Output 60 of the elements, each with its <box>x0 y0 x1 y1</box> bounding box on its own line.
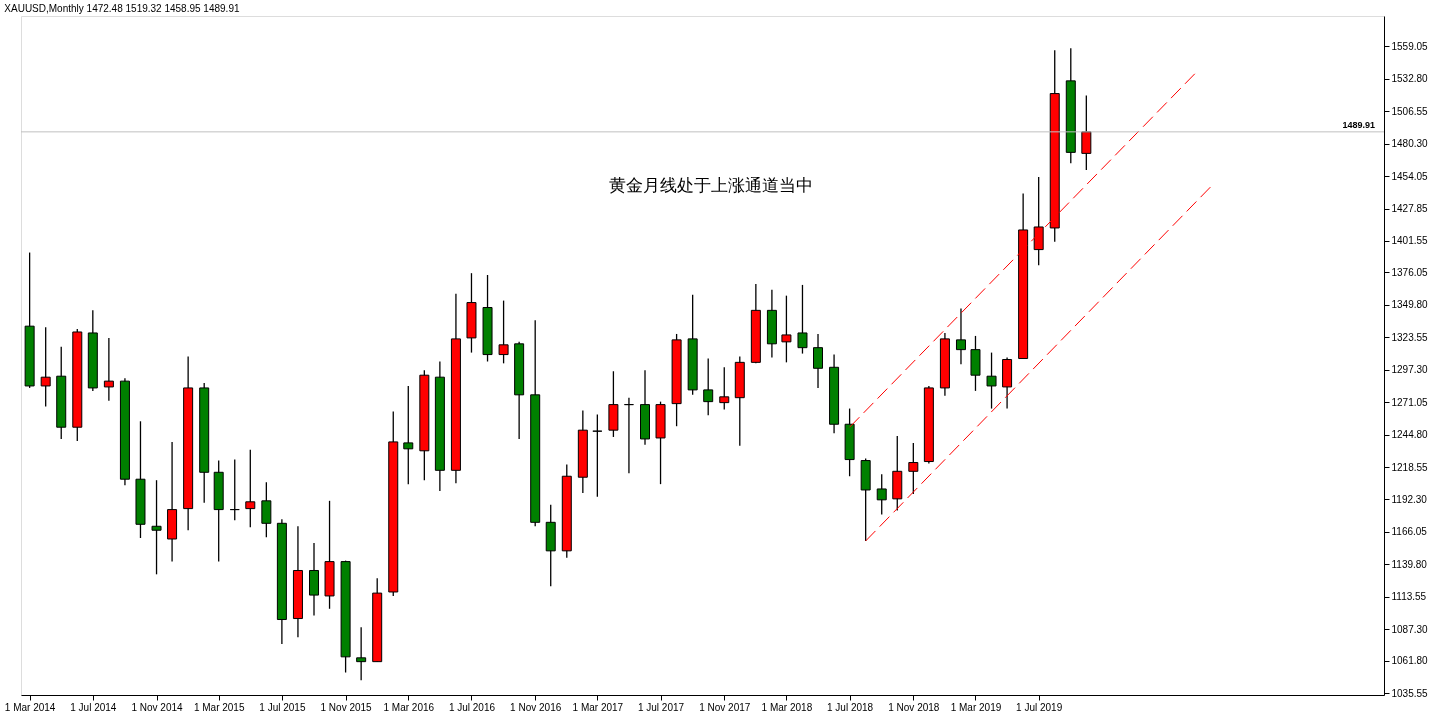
x-tick-label: 1 Mar 2016 <box>383 701 435 713</box>
x-tick-label: 1 Mar 2017 <box>572 701 624 713</box>
x-tick-label: 1 Mar 2015 <box>193 701 245 713</box>
y-tick-label: 1271.05 <box>1391 396 1429 408</box>
y-tick-label: 1376.05 <box>1391 266 1429 278</box>
candlestick <box>261 481 272 538</box>
x-tick-label: 1 Nov 2017 <box>699 701 751 713</box>
candlestick <box>245 449 256 528</box>
y-tick-label: 1035.55 <box>1391 687 1429 699</box>
candlestick <box>813 333 824 389</box>
x-tick-label: 1 Nov 2016 <box>510 701 562 713</box>
x-tick-label: 1 Jul 2019 <box>1016 701 1063 713</box>
candlestick <box>703 357 714 416</box>
x-tick-label: 1 Jul 2017 <box>637 701 685 713</box>
x-tick-label: 1 Mar 2019 <box>950 701 1002 713</box>
y-tick-label: 1218.55 <box>1391 461 1429 473</box>
y-tick-label: 1113.55 <box>1391 591 1427 603</box>
y-tick-label: 1087.30 <box>1391 623 1429 635</box>
x-tick-label: 1 Nov 2018 <box>888 701 940 713</box>
candlestick <box>719 366 730 411</box>
candlestick <box>781 295 792 364</box>
candlestick <box>403 385 414 485</box>
x-tick-label: 1 Nov 2015 <box>320 701 373 713</box>
x-tick-label: 1 Jul 2015 <box>259 701 306 713</box>
x-tick-label: 1 Jul 2014 <box>70 701 117 713</box>
candlestick <box>955 307 966 365</box>
y-tick-label: 1139.80 <box>1391 558 1428 570</box>
candlestick <box>797 284 808 355</box>
y-tick-label: 1532.80 <box>1391 73 1429 85</box>
y-tick-label: 1480.30 <box>1391 138 1429 150</box>
y-tick-label: 1297.30 <box>1391 364 1429 376</box>
annotation: 黄金月线处于上涨通道当中 <box>609 175 813 195</box>
candlestick <box>986 351 997 410</box>
candlestick <box>876 473 887 516</box>
y-tick-label: 1454.05 <box>1391 170 1429 182</box>
y-tick-label: 1506.55 <box>1391 105 1429 117</box>
chart-title: XAUUSD,Monthly 1472.48 1519.32 1458.95 1489.91 <box>4 3 240 14</box>
x-tick-label: 1 Jul 2016 <box>448 701 496 713</box>
x-tick-label: 1 Mar 2014 <box>4 701 56 713</box>
x-tick-label: 1 Jul 2018 <box>827 701 874 713</box>
y-tick-label: 1427.85 <box>1391 203 1429 215</box>
candlestick <box>356 626 367 681</box>
y-tick-label: 1244.80 <box>1391 429 1429 441</box>
y-tick-label: 1323.55 <box>1391 331 1429 343</box>
y-tick-label: 1559.05 <box>1391 40 1429 52</box>
candlestick <box>40 326 51 408</box>
candlestick <box>1033 176 1044 266</box>
candlestick <box>103 337 114 402</box>
x-tick-label: 1 Mar 2018 <box>761 701 813 713</box>
y-tick-label: 1401.55 <box>1391 235 1429 247</box>
y-tick-label: 1349.80 <box>1391 299 1429 311</box>
y-tick-label: 1166.05 <box>1391 526 1428 538</box>
candlestick <box>498 299 509 364</box>
x-tick-label: 1 Nov 2014 <box>131 701 184 713</box>
candlestick <box>908 442 919 495</box>
candlestick <box>1081 94 1092 171</box>
y-tick-label: 1061.80 <box>1391 655 1429 667</box>
candlestick <box>151 479 162 575</box>
ref-line-label: 1489.91 <box>1342 119 1375 130</box>
y-tick-label: 1192.30 <box>1391 493 1428 505</box>
